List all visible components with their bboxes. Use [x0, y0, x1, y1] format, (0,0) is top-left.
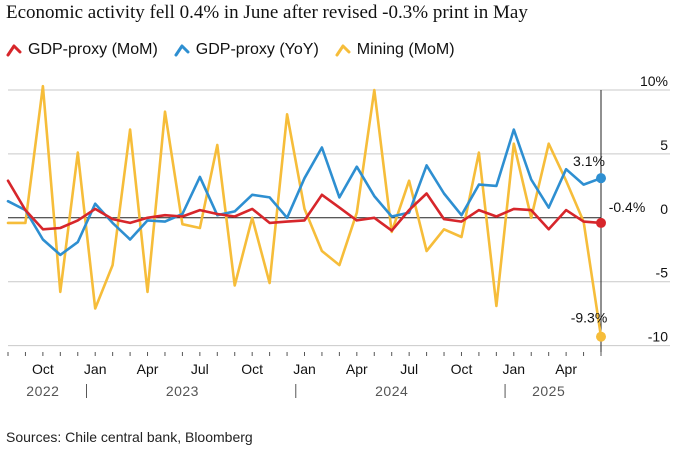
x-tick-label: Oct — [32, 361, 54, 377]
x-tick-label: Jan — [503, 361, 526, 377]
x-tick-label: Jul — [191, 361, 209, 377]
legend-item-gdp-yoy: GDP-proxy (YoY) — [174, 41, 319, 59]
x-tick-label: Jan — [84, 361, 107, 377]
legend-label-gdp-yoy: GDP-proxy (YoY) — [195, 41, 319, 58]
legend-label-mining-mom: Mining (MoM) — [356, 41, 455, 58]
x-tick-label: Apr — [346, 361, 368, 377]
endpoint-dot — [596, 173, 606, 184]
legend-item-gdp-mom: GDP-proxy (MoM) — [6, 41, 158, 59]
source-note: Sources: Chile central bank, Bloomberg — [6, 429, 253, 445]
x-tick-label: Apr — [137, 361, 159, 377]
endpoint-dot — [596, 217, 606, 228]
y-tick-label: 5 — [660, 137, 668, 153]
x-tick-label: Jan — [293, 361, 316, 377]
endpoint-label: 3.1% — [573, 153, 605, 169]
y-tick-label: -10 — [648, 329, 668, 345]
legend: GDP-proxy (MoM) GDP-proxy (YoY) Mining (… — [6, 38, 471, 62]
endpoint-label: -0.4% — [609, 199, 646, 215]
y-tick-label: -5 — [656, 265, 669, 281]
x-tick-label: Oct — [451, 361, 473, 377]
year-label: 2023 — [166, 383, 199, 399]
y-tick-label: 0 — [660, 201, 668, 217]
endpoint-dot — [596, 331, 606, 342]
legend-swatch-red — [6, 44, 22, 57]
legend-swatch-yellow — [335, 44, 351, 57]
series-line-0 — [6, 179, 603, 232]
chart-title: Economic activity fell 0.4% in June afte… — [6, 2, 528, 23]
y-tick-label: 10% — [640, 73, 668, 89]
endpoint-label: -9.3% — [571, 310, 608, 326]
x-tick-label: Apr — [555, 361, 577, 377]
legend-item-mining-mom: Mining (MoM) — [335, 41, 455, 59]
x-tick-label: Oct — [241, 361, 263, 377]
year-label: 2022 — [26, 383, 59, 399]
series-line-2 — [6, 84, 603, 339]
year-label: 2024 — [375, 383, 408, 399]
year-label: 2025 — [532, 383, 565, 399]
x-tick-label: Jul — [400, 361, 418, 377]
legend-label-gdp-mom: GDP-proxy (MoM) — [28, 41, 158, 58]
legend-swatch-blue — [174, 44, 190, 57]
